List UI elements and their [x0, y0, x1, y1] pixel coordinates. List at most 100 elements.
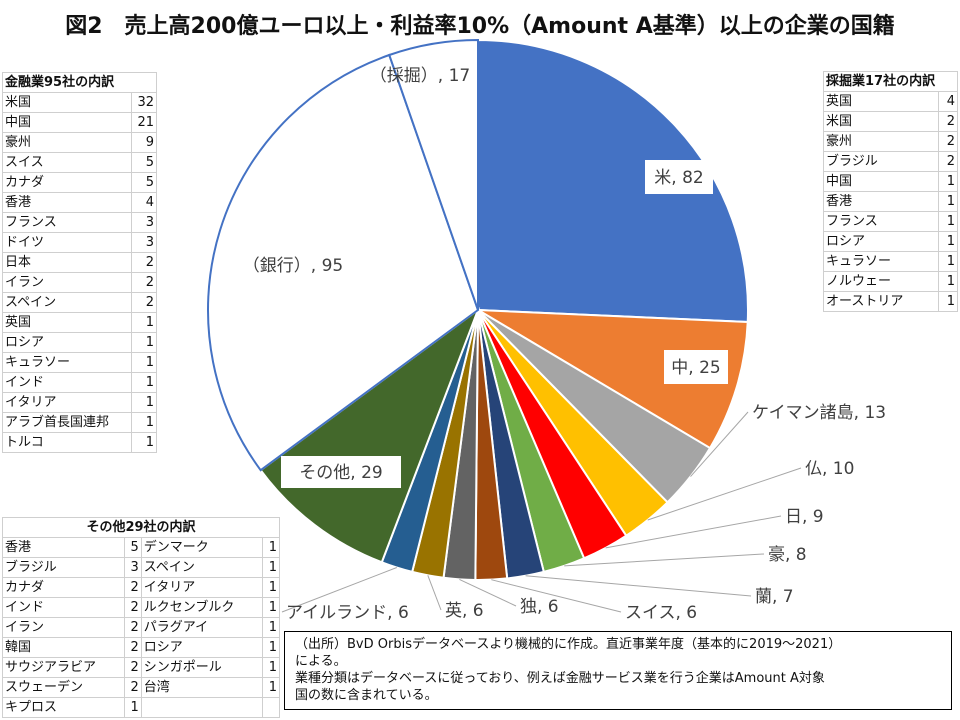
table-row: イラン 2 パラグアイ 1 — [2, 617, 280, 638]
table-cell-country: イタリア — [140, 577, 264, 598]
table-cell-country: スウェーデン — [2, 677, 125, 698]
table-cell-country: ロシア — [140, 637, 264, 658]
table-cell-count: 21 — [130, 112, 158, 133]
table-cell-country: ブラジル — [2, 557, 125, 578]
table-cell-country: イタリア — [2, 392, 132, 413]
table-row: 米国 32 — [2, 92, 158, 113]
table-cell-country: サウジアラビア — [2, 657, 125, 678]
table-cell-country: 香港 — [822, 191, 940, 212]
data-label: 仏, 10 — [805, 459, 854, 479]
table-row: カナダ 5 — [2, 172, 158, 193]
table-row: 米国 2 — [822, 111, 958, 132]
table-row: フランス 1 — [822, 211, 958, 232]
data-label: ケイマン諸島, 13 — [752, 403, 886, 423]
leader-line — [459, 578, 517, 607]
table-cell-count: 1 — [938, 271, 958, 292]
table-cell-country: 日本 — [2, 252, 132, 273]
table-cell-country: 米国 — [2, 92, 132, 113]
table-cell-country: スペイン — [140, 557, 264, 578]
table-cell-count: 1 — [938, 191, 958, 212]
data-label: 日, 9 — [785, 507, 824, 527]
table-row: 豪州 2 — [822, 131, 958, 152]
table-cell-country: 香港 — [2, 537, 125, 558]
pie-slice — [207, 53, 480, 472]
table-cell-count: 1 — [130, 432, 158, 453]
data-label-box — [645, 160, 713, 194]
table-cell-country: インド — [2, 597, 125, 618]
table-cell-count: 1 — [130, 332, 158, 353]
leader-line — [690, 411, 749, 477]
data-label: 米, 82 — [654, 168, 703, 188]
table-row: サウジアラビア 2 シンガポール 1 — [2, 657, 280, 678]
data-label: その他, 29 — [299, 463, 382, 483]
table-cell-count: 1 — [938, 211, 958, 232]
pie-slice — [477, 309, 749, 450]
table-cell-country: スペイン — [2, 292, 132, 313]
data-label: （銀行）, 95 — [243, 256, 343, 276]
table-cell-count: 2 — [938, 111, 958, 132]
table-row: 英国 4 — [822, 91, 958, 112]
data-label: 豪, 8 — [768, 544, 807, 565]
table-cell-country: フランス — [2, 212, 132, 233]
table-cell-country — [140, 697, 264, 718]
data-label: アイルランド, 6 — [286, 603, 409, 623]
table-cell-count: 1 — [130, 372, 158, 393]
table-cell-country: 中国 — [822, 171, 940, 192]
leader-line — [491, 579, 622, 613]
table-row: 豪州 9 — [2, 132, 158, 153]
table-row: キプロス 1 — [2, 697, 280, 718]
table-row: スイス 5 — [2, 152, 158, 173]
leader-line — [564, 553, 765, 567]
finance-table: 金融業95社の内訳 米国 32 中国 21 豪州 9 スイス 5 カナダ 5 香港 4 フランス 3 ドイツ… — [2, 72, 158, 453]
table-cell-count: 2 — [938, 131, 958, 152]
other-table: その他29社の内訳 香港 5 デンマーク 1 ブラジル 3 スペイン 1 カナダ 2 イタリア 1 イン… — [2, 517, 280, 718]
data-label: 蘭, 7 — [755, 587, 794, 607]
leader-line — [281, 567, 397, 613]
table-cell-country: デンマーク — [140, 537, 264, 558]
note-line-4: 国の数に含まれている。 — [295, 688, 438, 703]
table-row: カナダ 2 イタリア 1 — [2, 577, 280, 598]
table-row: 香港 1 — [822, 191, 958, 212]
note-line-2: による。 — [295, 654, 347, 669]
table-cell-country: 豪州 — [822, 131, 940, 152]
table-row: トルコ 1 — [2, 432, 158, 453]
table-row: 香港 5 デンマーク 1 — [2, 537, 280, 558]
table-cell-country: ロシア — [2, 332, 132, 353]
table-row: イタリア 1 — [2, 392, 158, 413]
table-cell-count: 9 — [130, 132, 158, 153]
table-cell-count: 1 — [130, 312, 158, 333]
table-cell-country: キュラソー — [2, 352, 132, 373]
table-row: ノルウェー 1 — [822, 271, 958, 292]
pie-slice — [387, 38, 479, 311]
mining-table-header: 採掘業17社の内訳 — [823, 71, 958, 92]
table-cell-country: オーストリア — [822, 291, 940, 312]
table-cell-country: キプロス — [2, 697, 125, 718]
table-row: 日本 2 — [2, 252, 158, 273]
pie-slice — [477, 38, 749, 324]
table-cell-count: 1 — [262, 537, 280, 558]
table-row: ロシア 1 — [2, 332, 158, 353]
table-cell-count: 1 — [938, 291, 958, 312]
table-cell-country: パラグアイ — [140, 617, 264, 638]
data-label: スイス, 6 — [625, 603, 697, 623]
table-row: アラブ首長国連邦 1 — [2, 412, 158, 433]
data-label: 英, 6 — [445, 601, 484, 621]
table-row: ドイツ 3 — [2, 232, 158, 253]
leader-line — [605, 515, 782, 549]
data-label: 中, 25 — [671, 358, 720, 378]
table-cell-count: 1 — [938, 251, 958, 272]
table-cell-count: 1 — [262, 657, 280, 678]
table-cell-country: トルコ — [2, 432, 132, 453]
table-cell-country: カナダ — [2, 577, 125, 598]
table-cell-country: 英国 — [822, 91, 940, 112]
table-cell-country: 韓国 — [2, 637, 125, 658]
table-cell-count: 2 — [123, 597, 142, 618]
table-cell-count: 5 — [130, 152, 158, 173]
table-row: ブラジル 2 — [822, 151, 958, 172]
other-table-header: その他29社の内訳 — [2, 517, 280, 538]
source-note: （出所）BvD Orbisデータベースより機械的に作成。直近事業年度（基本的に2… — [284, 631, 952, 710]
table-cell-count: 2 — [938, 151, 958, 172]
table-row: 英国 1 — [2, 312, 158, 333]
table-cell-country: ロシア — [822, 231, 940, 252]
